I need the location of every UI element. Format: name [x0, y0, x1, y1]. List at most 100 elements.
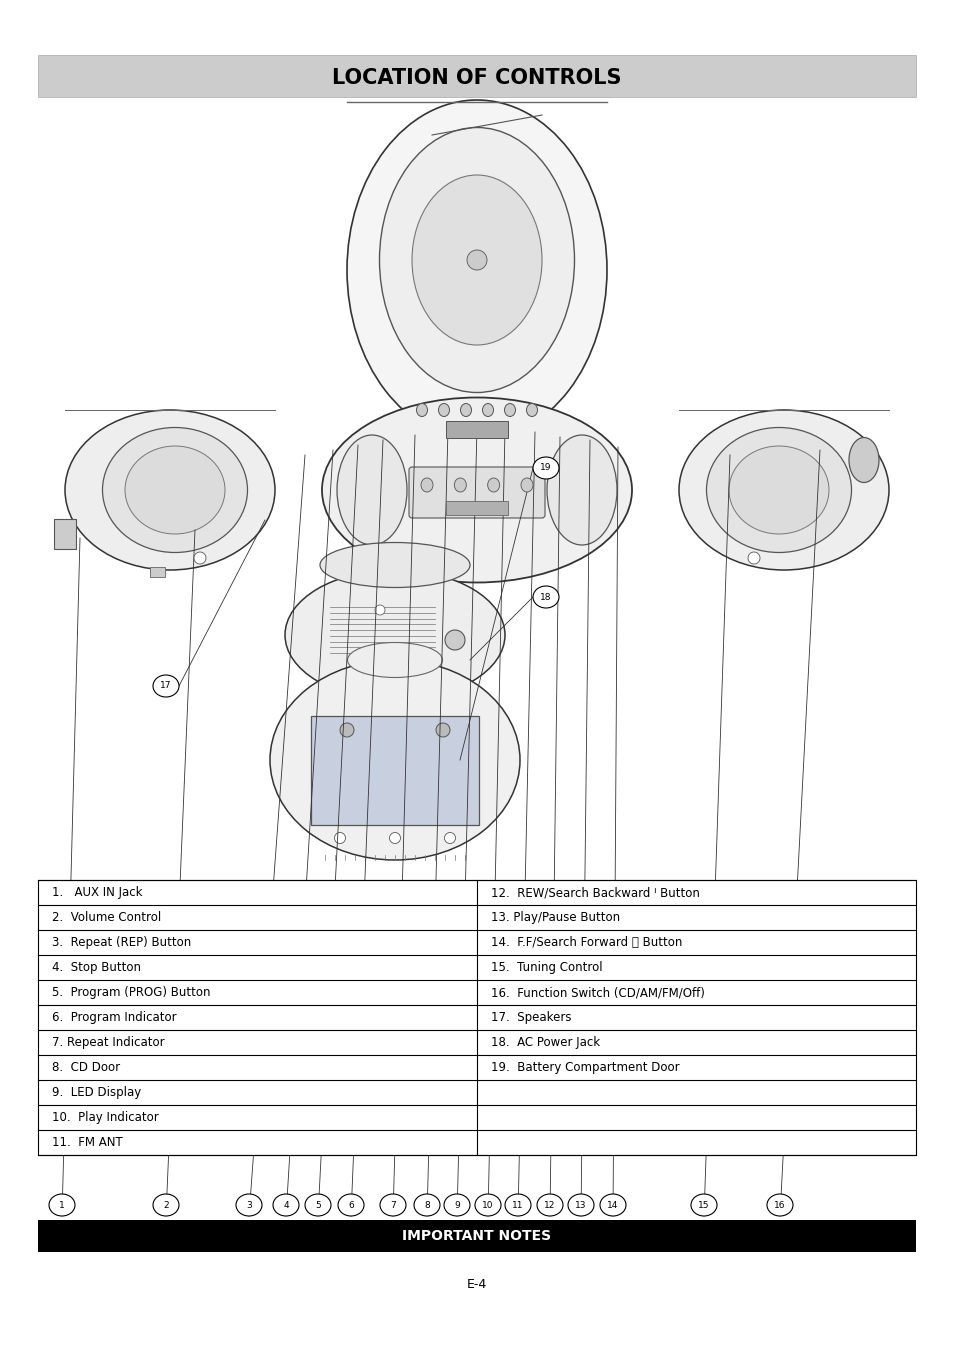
Ellipse shape	[285, 570, 504, 700]
Text: 3.  Repeat (REP) Button: 3. Repeat (REP) Button	[52, 936, 191, 948]
Text: 3: 3	[246, 1201, 252, 1209]
Text: 11: 11	[512, 1201, 523, 1209]
Text: 5: 5	[314, 1201, 320, 1209]
Ellipse shape	[319, 543, 470, 588]
Ellipse shape	[436, 723, 450, 738]
Text: 18: 18	[539, 593, 551, 601]
Ellipse shape	[235, 1194, 262, 1216]
Ellipse shape	[454, 478, 466, 492]
Ellipse shape	[193, 553, 206, 563]
Ellipse shape	[102, 427, 247, 553]
Text: 5.  Program (PROG) Button: 5. Program (PROG) Button	[52, 986, 211, 998]
Ellipse shape	[379, 1194, 406, 1216]
Text: 14.  F.F/Search Forward ᑋ Button: 14. F.F/Search Forward ᑋ Button	[491, 936, 681, 948]
Ellipse shape	[420, 478, 433, 492]
Ellipse shape	[339, 723, 354, 738]
Ellipse shape	[336, 435, 407, 544]
Text: IMPORTANT NOTES: IMPORTANT NOTES	[402, 1229, 551, 1243]
Ellipse shape	[379, 127, 574, 393]
Ellipse shape	[347, 643, 442, 677]
Text: 13: 13	[575, 1201, 586, 1209]
Ellipse shape	[49, 1194, 75, 1216]
Ellipse shape	[65, 409, 274, 570]
Text: 16: 16	[774, 1201, 785, 1209]
Text: 10.  Play Indicator: 10. Play Indicator	[52, 1111, 158, 1124]
FancyBboxPatch shape	[311, 716, 478, 825]
Text: 17.  Speakers: 17. Speakers	[491, 1011, 571, 1024]
Ellipse shape	[444, 832, 455, 843]
Text: 16.  Function Switch (CD/AM/FM/Off): 16. Function Switch (CD/AM/FM/Off)	[491, 986, 704, 998]
Ellipse shape	[504, 1194, 531, 1216]
Ellipse shape	[766, 1194, 792, 1216]
FancyBboxPatch shape	[38, 1220, 915, 1252]
Ellipse shape	[504, 404, 515, 416]
Ellipse shape	[537, 1194, 562, 1216]
Ellipse shape	[416, 404, 427, 416]
Text: 4.  Stop Button: 4. Stop Button	[52, 961, 141, 974]
Text: 7. Repeat Indicator: 7. Repeat Indicator	[52, 1036, 165, 1048]
FancyBboxPatch shape	[38, 880, 915, 1155]
Ellipse shape	[347, 100, 606, 440]
Ellipse shape	[335, 832, 345, 843]
FancyBboxPatch shape	[446, 501, 507, 515]
Ellipse shape	[322, 397, 631, 582]
Ellipse shape	[375, 605, 385, 615]
Ellipse shape	[460, 404, 471, 416]
Text: 1: 1	[59, 1201, 65, 1209]
Ellipse shape	[389, 832, 400, 843]
Text: 19.  Battery Compartment Door: 19. Battery Compartment Door	[491, 1061, 679, 1074]
Text: 15: 15	[698, 1201, 709, 1209]
Ellipse shape	[444, 630, 464, 650]
Text: 2: 2	[163, 1201, 169, 1209]
Ellipse shape	[520, 478, 533, 492]
FancyBboxPatch shape	[409, 467, 544, 517]
Ellipse shape	[533, 586, 558, 608]
Ellipse shape	[414, 1194, 439, 1216]
Text: LOCATION OF CONTROLS: LOCATION OF CONTROLS	[332, 68, 621, 88]
Ellipse shape	[567, 1194, 594, 1216]
Text: 9: 9	[454, 1201, 459, 1209]
Text: 9.  LED Display: 9. LED Display	[52, 1086, 141, 1098]
FancyBboxPatch shape	[38, 55, 915, 97]
FancyBboxPatch shape	[150, 567, 165, 577]
Text: 18.  AC Power Jack: 18. AC Power Jack	[491, 1036, 599, 1048]
Text: 2.  Volume Control: 2. Volume Control	[52, 911, 161, 924]
Ellipse shape	[728, 446, 828, 534]
Text: E-4: E-4	[466, 1278, 487, 1292]
Text: 4: 4	[283, 1201, 289, 1209]
Text: 17: 17	[160, 681, 172, 690]
Text: 6.  Program Indicator: 6. Program Indicator	[52, 1011, 176, 1024]
FancyBboxPatch shape	[446, 422, 507, 438]
Ellipse shape	[270, 661, 519, 861]
Ellipse shape	[443, 1194, 470, 1216]
Text: 11.  FM ANT: 11. FM ANT	[52, 1136, 123, 1148]
Ellipse shape	[152, 1194, 179, 1216]
Ellipse shape	[533, 457, 558, 480]
Ellipse shape	[690, 1194, 717, 1216]
Text: 6: 6	[348, 1201, 354, 1209]
Text: 12: 12	[544, 1201, 555, 1209]
Ellipse shape	[848, 438, 878, 482]
Ellipse shape	[475, 1194, 500, 1216]
Ellipse shape	[337, 1194, 364, 1216]
Text: 14: 14	[607, 1201, 618, 1209]
Text: 19: 19	[539, 463, 551, 473]
Ellipse shape	[706, 427, 851, 553]
Text: 8.  CD Door: 8. CD Door	[52, 1061, 120, 1074]
Text: 10: 10	[482, 1201, 494, 1209]
Ellipse shape	[273, 1194, 298, 1216]
Ellipse shape	[152, 676, 179, 697]
Text: 13. Play/Pause Button: 13. Play/Pause Button	[491, 911, 619, 924]
Text: 8: 8	[424, 1201, 430, 1209]
Ellipse shape	[482, 404, 493, 416]
Text: 7: 7	[390, 1201, 395, 1209]
FancyBboxPatch shape	[54, 519, 76, 549]
Ellipse shape	[412, 176, 541, 345]
Ellipse shape	[526, 404, 537, 416]
Text: 12.  REW/Search Backward ᑊ Button: 12. REW/Search Backward ᑊ Button	[491, 886, 700, 898]
Ellipse shape	[467, 250, 486, 270]
Ellipse shape	[438, 404, 449, 416]
Ellipse shape	[125, 446, 225, 534]
Ellipse shape	[305, 1194, 331, 1216]
Ellipse shape	[599, 1194, 625, 1216]
